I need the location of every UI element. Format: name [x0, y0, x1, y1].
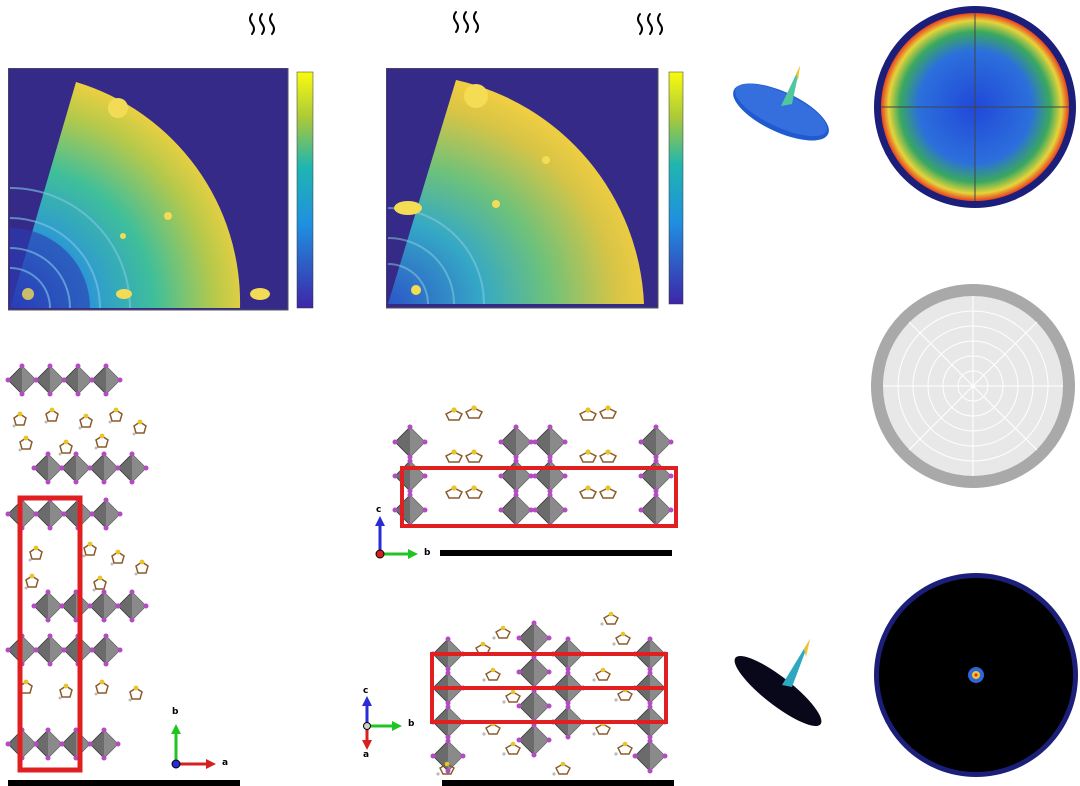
scale-bar	[440, 550, 672, 556]
axis-label-b: b	[172, 707, 179, 717]
axis-label-b: b	[424, 548, 431, 558]
scale-bar	[442, 780, 674, 786]
axis-label-c: c	[376, 505, 382, 515]
axis-label-a: a	[363, 750, 370, 760]
axes-triad-mid-bottom	[362, 696, 402, 750]
heat-symbol-icon	[637, 13, 663, 35]
crystal-structure-mid-top	[375, 404, 678, 559]
heat-symbol-icon	[249, 13, 275, 35]
giwaxs-map-left	[8, 68, 314, 311]
3d-pole-plot-top	[733, 66, 829, 141]
pole-figure-top	[874, 6, 1076, 208]
giwaxs-map-right	[386, 68, 684, 309]
axis-label-a: a	[222, 758, 229, 768]
axes-triad-left	[171, 724, 216, 769]
axes-triad-mid-top	[375, 516, 418, 559]
axis-label-c: c	[363, 686, 369, 696]
crystal-structure-mid-bottom	[362, 611, 674, 786]
3d-pole-plot-bottom	[734, 639, 822, 727]
pole-figure-bottom	[874, 573, 1078, 777]
scale-bar	[8, 780, 240, 786]
crystal-structure-left	[5, 363, 240, 786]
heat-symbol-icon	[453, 11, 479, 33]
axis-label-b: b	[408, 719, 415, 729]
pole-figure-middle	[871, 284, 1075, 488]
